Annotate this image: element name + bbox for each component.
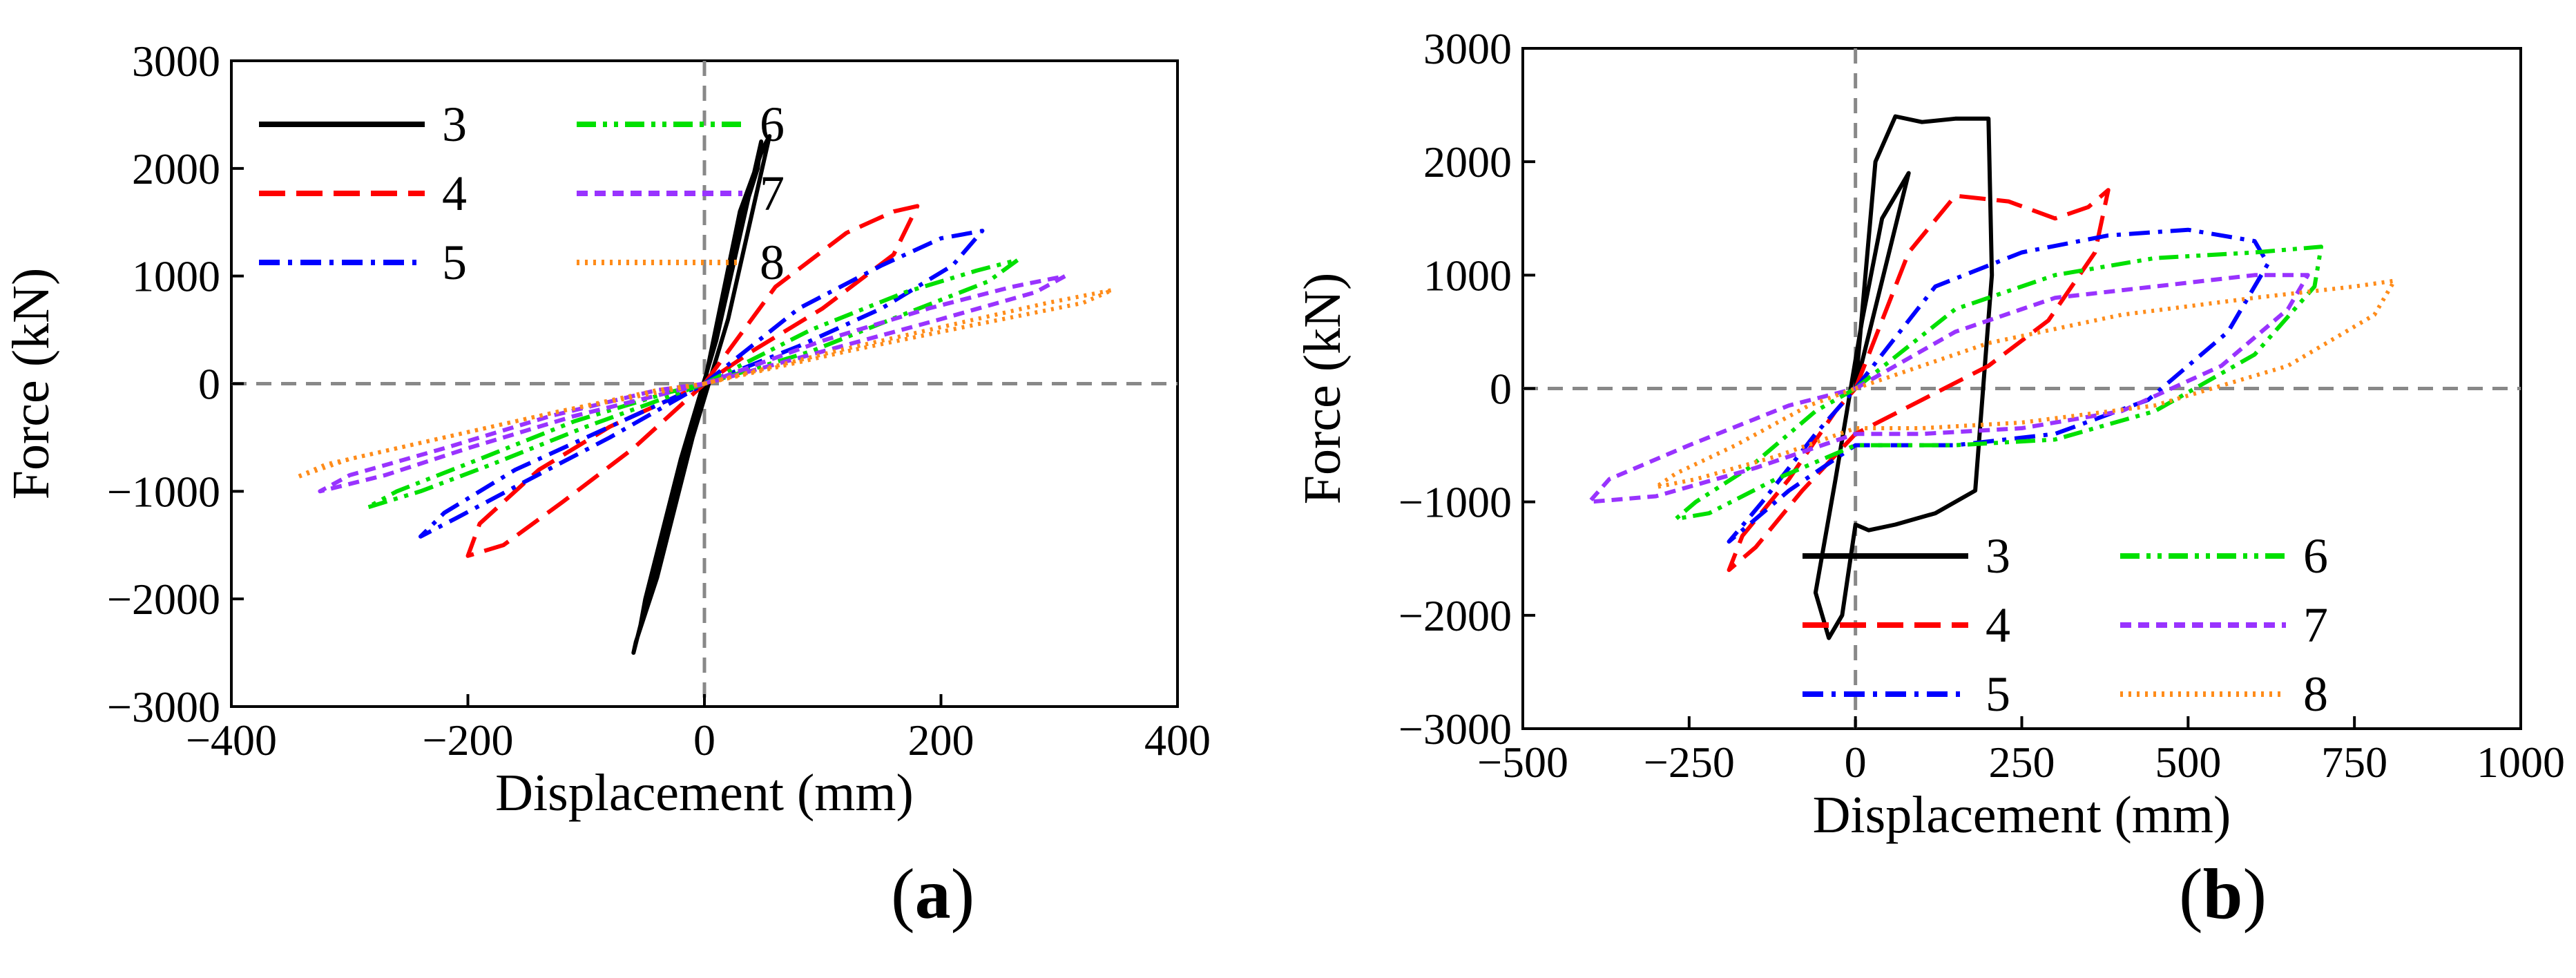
series-b-7 [1587,273,2310,504]
legend-label-b-7: 7 [2303,597,2328,653]
legend-label-a-3: 3 [442,97,467,152]
x-axis-label-b: Displacement (mm) [1813,786,2231,844]
caption-b-open: ( [2179,854,2203,934]
y-tick-label-a-0: −3000 [107,682,220,731]
caption-a-letter: a [914,854,951,934]
y-tick-label-a-2: −1000 [107,467,220,516]
chart-a: −400 −200 0 200 400−3000−2000−10000100020003… [2,37,1211,822]
y-tick-label-b-5: 2000 [1423,137,1512,186]
chart-b: −500 −250 0 250 500 750 1000 −3000 −2000 −1000 0 10… [1294,24,2565,844]
caption-b-letter: b [2202,854,2243,934]
caption-a-open: ( [891,854,915,934]
y-tick-label-a-1: −2000 [107,575,220,624]
series-b-4 [1727,188,2111,573]
legend-label-b-6: 6 [2303,528,2328,584]
x-tick-label-a-2: 0 [693,716,715,765]
caption-b: (b) [2179,853,2267,935]
legend-label-b-8: 8 [2303,667,2328,722]
y-tick-label-b-6: 3000 [1423,24,1512,73]
series-a-6 [365,258,1020,510]
y-tick-label-a-3: 0 [198,360,220,409]
legend-label-b-4: 4 [1986,597,2010,653]
series-b-8 [1653,278,2396,490]
x-tick-label-b-0: −500 [1477,738,1568,787]
y-tick-label-a-4: 1000 [132,252,220,301]
y-axis-label-a: Force (kN) [2,268,60,500]
x-tick-label-a-4: 400 [1144,716,1211,765]
caption-b-close: ) [2242,854,2267,934]
series-b-5 [1727,227,2270,544]
y-tick-label-b-0: −3000 [1398,704,1512,754]
y-tick-label-b-4: 1000 [1423,251,1512,300]
x-tick-label-a-0: −400 [186,716,277,765]
x-axis-label-a: Displacement (mm) [495,764,914,822]
legend-label-a-5: 5 [442,235,467,290]
y-tick-label-b-3: 0 [1490,365,1512,414]
x-tick-label-b-1: −250 [1644,738,1735,787]
y-axis-label-b: Force (kN) [1294,273,1352,505]
caption-a: (a) [891,853,974,935]
series-a-5 [419,229,985,539]
series-a-4 [465,204,920,558]
legend-label-b-5: 5 [1986,667,2010,722]
x-tick-label-b-4: 500 [2155,738,2221,787]
caption-a-close: ) [950,854,975,934]
x-tick-label-a-1: −200 [422,716,513,765]
x-tick-label-b-5: 750 [2321,738,2387,787]
y-tick-label-b-1: −2000 [1398,591,1512,640]
series-a-7 [318,274,1068,494]
series-b-6 [1673,245,2323,521]
series-a-3 [631,134,772,655]
legend-label-a-4: 4 [442,166,467,221]
legend-label-a-6: 6 [760,97,785,152]
legend-label-a-8: 8 [760,235,785,290]
legend-label-b-3: 3 [1986,528,2010,584]
y-tick-label-a-5: 2000 [132,144,220,193]
x-tick-label-b-3: 250 [1989,738,2055,787]
x-tick-label-a-3: 200 [908,716,974,765]
x-tick-label-b-6: 1000 [2477,738,2565,787]
series-b-3 [1813,114,1995,640]
legend-label-a-7: 7 [760,166,785,221]
y-tick-label-a-6: 3000 [132,37,220,86]
y-tick-label-b-2: −1000 [1398,478,1512,527]
x-tick-label-b-2: 0 [1845,738,1867,787]
